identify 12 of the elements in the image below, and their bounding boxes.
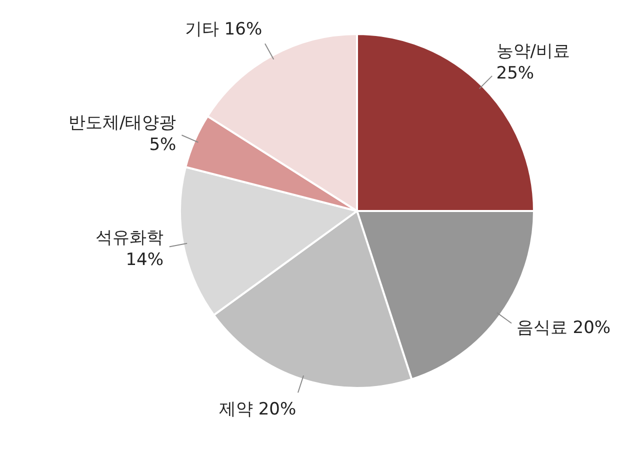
data-label: 20%	[258, 399, 296, 420]
slice-label: 기타	[184, 19, 219, 40]
data-label: 25%	[496, 64, 534, 84]
data-label: 5%	[149, 134, 176, 155]
slice-label: 음식료	[516, 318, 568, 338]
data-label: 20%	[572, 318, 611, 338]
data-label: 16%	[224, 19, 262, 40]
slice-label: 농약/비료	[496, 42, 570, 62]
data-label: 14%	[126, 250, 164, 270]
slice-label: 제약	[218, 399, 253, 420]
slice-label: 반도체/태양광	[68, 112, 176, 133]
slice-label: 석유화학	[95, 228, 164, 248]
